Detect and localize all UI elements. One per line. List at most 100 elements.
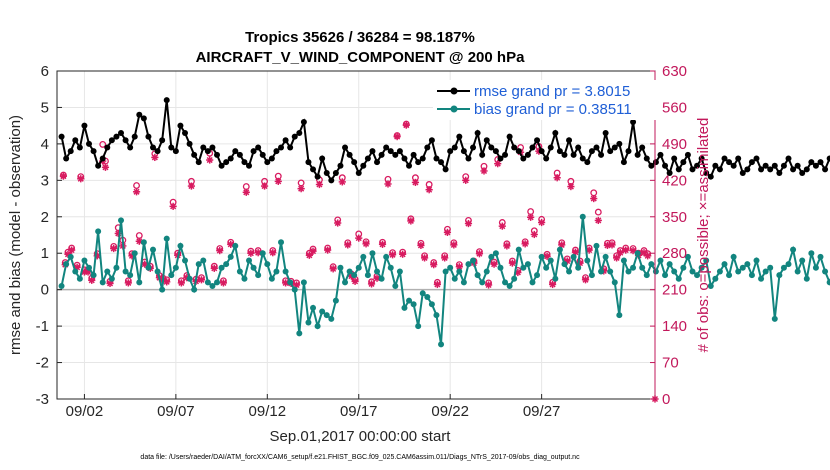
rmse-marker [163, 97, 170, 104]
bias-marker [227, 253, 234, 260]
bias-marker [273, 268, 280, 275]
rmse-marker [547, 144, 554, 151]
bias-marker [378, 275, 385, 282]
bias-marker [483, 268, 490, 275]
bias-marker [406, 297, 413, 304]
x-axis-label: Sep.01,2017 00:00:00 start [270, 428, 452, 445]
bias-marker [785, 261, 792, 268]
bias-marker [241, 275, 248, 282]
bias-marker [86, 264, 93, 271]
obs-assimilated-marker [110, 244, 118, 253]
bias-marker [808, 250, 815, 257]
obs-assimilated-marker [351, 277, 359, 285]
bias-marker [351, 272, 358, 279]
obs-possible-marker [527, 208, 535, 216]
bias-marker [451, 275, 458, 282]
bias-marker [150, 246, 157, 253]
rmse-marker [703, 170, 710, 177]
bias-marker [790, 246, 797, 253]
bias-marker [543, 264, 550, 271]
obs-assimilated-marker [594, 216, 602, 225]
bias-marker [524, 261, 531, 268]
rmse-marker [529, 144, 536, 151]
rmse-marker [177, 122, 184, 129]
legend-rmse-label: rmse grand pr = 3.8015 [474, 83, 630, 100]
bias-marker [296, 330, 303, 337]
bias-marker [497, 264, 504, 271]
rmse-marker [209, 144, 216, 151]
bias-marker [291, 286, 298, 293]
bias-marker [488, 253, 495, 260]
bias-marker [570, 253, 577, 260]
bias-marker [639, 264, 646, 271]
obs-assimilated-marker [101, 163, 110, 171]
bias-marker [209, 283, 216, 290]
rmse-marker [767, 166, 774, 173]
rmse-marker [99, 155, 106, 162]
rmse-marker [460, 148, 467, 155]
bias-marker [465, 261, 472, 268]
rmse-marker [520, 155, 527, 162]
obs-assimilated-marker [553, 174, 561, 182]
obs-assimilated-marker [260, 182, 269, 190]
rmse-marker [223, 159, 230, 166]
obs-possible-marker [99, 140, 107, 148]
obs-assimilated-marker [338, 178, 346, 186]
rmse-marker [159, 137, 166, 144]
obs-assimilated-series [59, 121, 659, 403]
obs-assimilated-marker [68, 246, 76, 254]
rmse-marker [287, 144, 294, 151]
obs-assimilated-marker [362, 240, 370, 248]
rmse-marker [470, 144, 477, 151]
rmse-marker [748, 159, 755, 166]
rmse-marker [593, 144, 600, 151]
rmse-marker [817, 159, 824, 166]
obs-assimilated-marker [309, 247, 317, 255]
chart-title-line1: Tropics 35626 / 36284 = 98.187% [245, 29, 475, 46]
rmse-marker [264, 159, 271, 166]
y-tick-label-left: 4 [41, 136, 49, 153]
rmse-marker [76, 144, 83, 151]
obs-assimilated-marker [59, 172, 68, 180]
rmse-marker [383, 144, 390, 151]
bias-marker [95, 228, 102, 235]
obs-assimilated-marker [475, 250, 484, 258]
rmse-marker [579, 155, 586, 162]
rmse-marker [515, 148, 522, 155]
rmse-marker [689, 166, 696, 173]
y-axis-label-left: rmse and bias (model - observation) [7, 115, 24, 355]
rmse-marker [616, 140, 623, 147]
obs-possible-marker [133, 182, 141, 189]
rmse-marker [566, 137, 573, 144]
rmse-marker [684, 151, 691, 158]
rmse-marker [776, 170, 783, 177]
bias-marker [515, 246, 522, 253]
rmse-marker [63, 155, 70, 162]
legend-rmse-marker [450, 87, 458, 95]
bias-marker [177, 242, 184, 249]
bias-marker [195, 261, 202, 268]
obs-assimilated-marker [494, 160, 502, 168]
rmse-marker [214, 151, 221, 158]
bias-marker [607, 268, 614, 275]
bias-marker [616, 312, 623, 319]
rmse-marker [118, 129, 125, 136]
y-tick-label-left: 5 [41, 99, 49, 116]
rmse-marker [556, 148, 563, 155]
grid [57, 71, 655, 399]
bias-marker [131, 250, 138, 257]
bias-marker [575, 264, 582, 271]
rmse-marker [246, 162, 253, 169]
bias-marker [191, 286, 198, 293]
rmse-marker [561, 151, 568, 158]
bias-marker [154, 268, 161, 275]
rmse-marker [639, 144, 646, 151]
bias-marker [529, 279, 536, 286]
bias-marker [319, 308, 326, 315]
rmse-marker [323, 170, 330, 177]
rmse-marker [662, 162, 669, 169]
obs-possible-marker [242, 183, 250, 191]
bias-marker [332, 297, 339, 304]
y-tick-label-left: 3 [41, 172, 49, 189]
rmse-marker [182, 129, 189, 136]
